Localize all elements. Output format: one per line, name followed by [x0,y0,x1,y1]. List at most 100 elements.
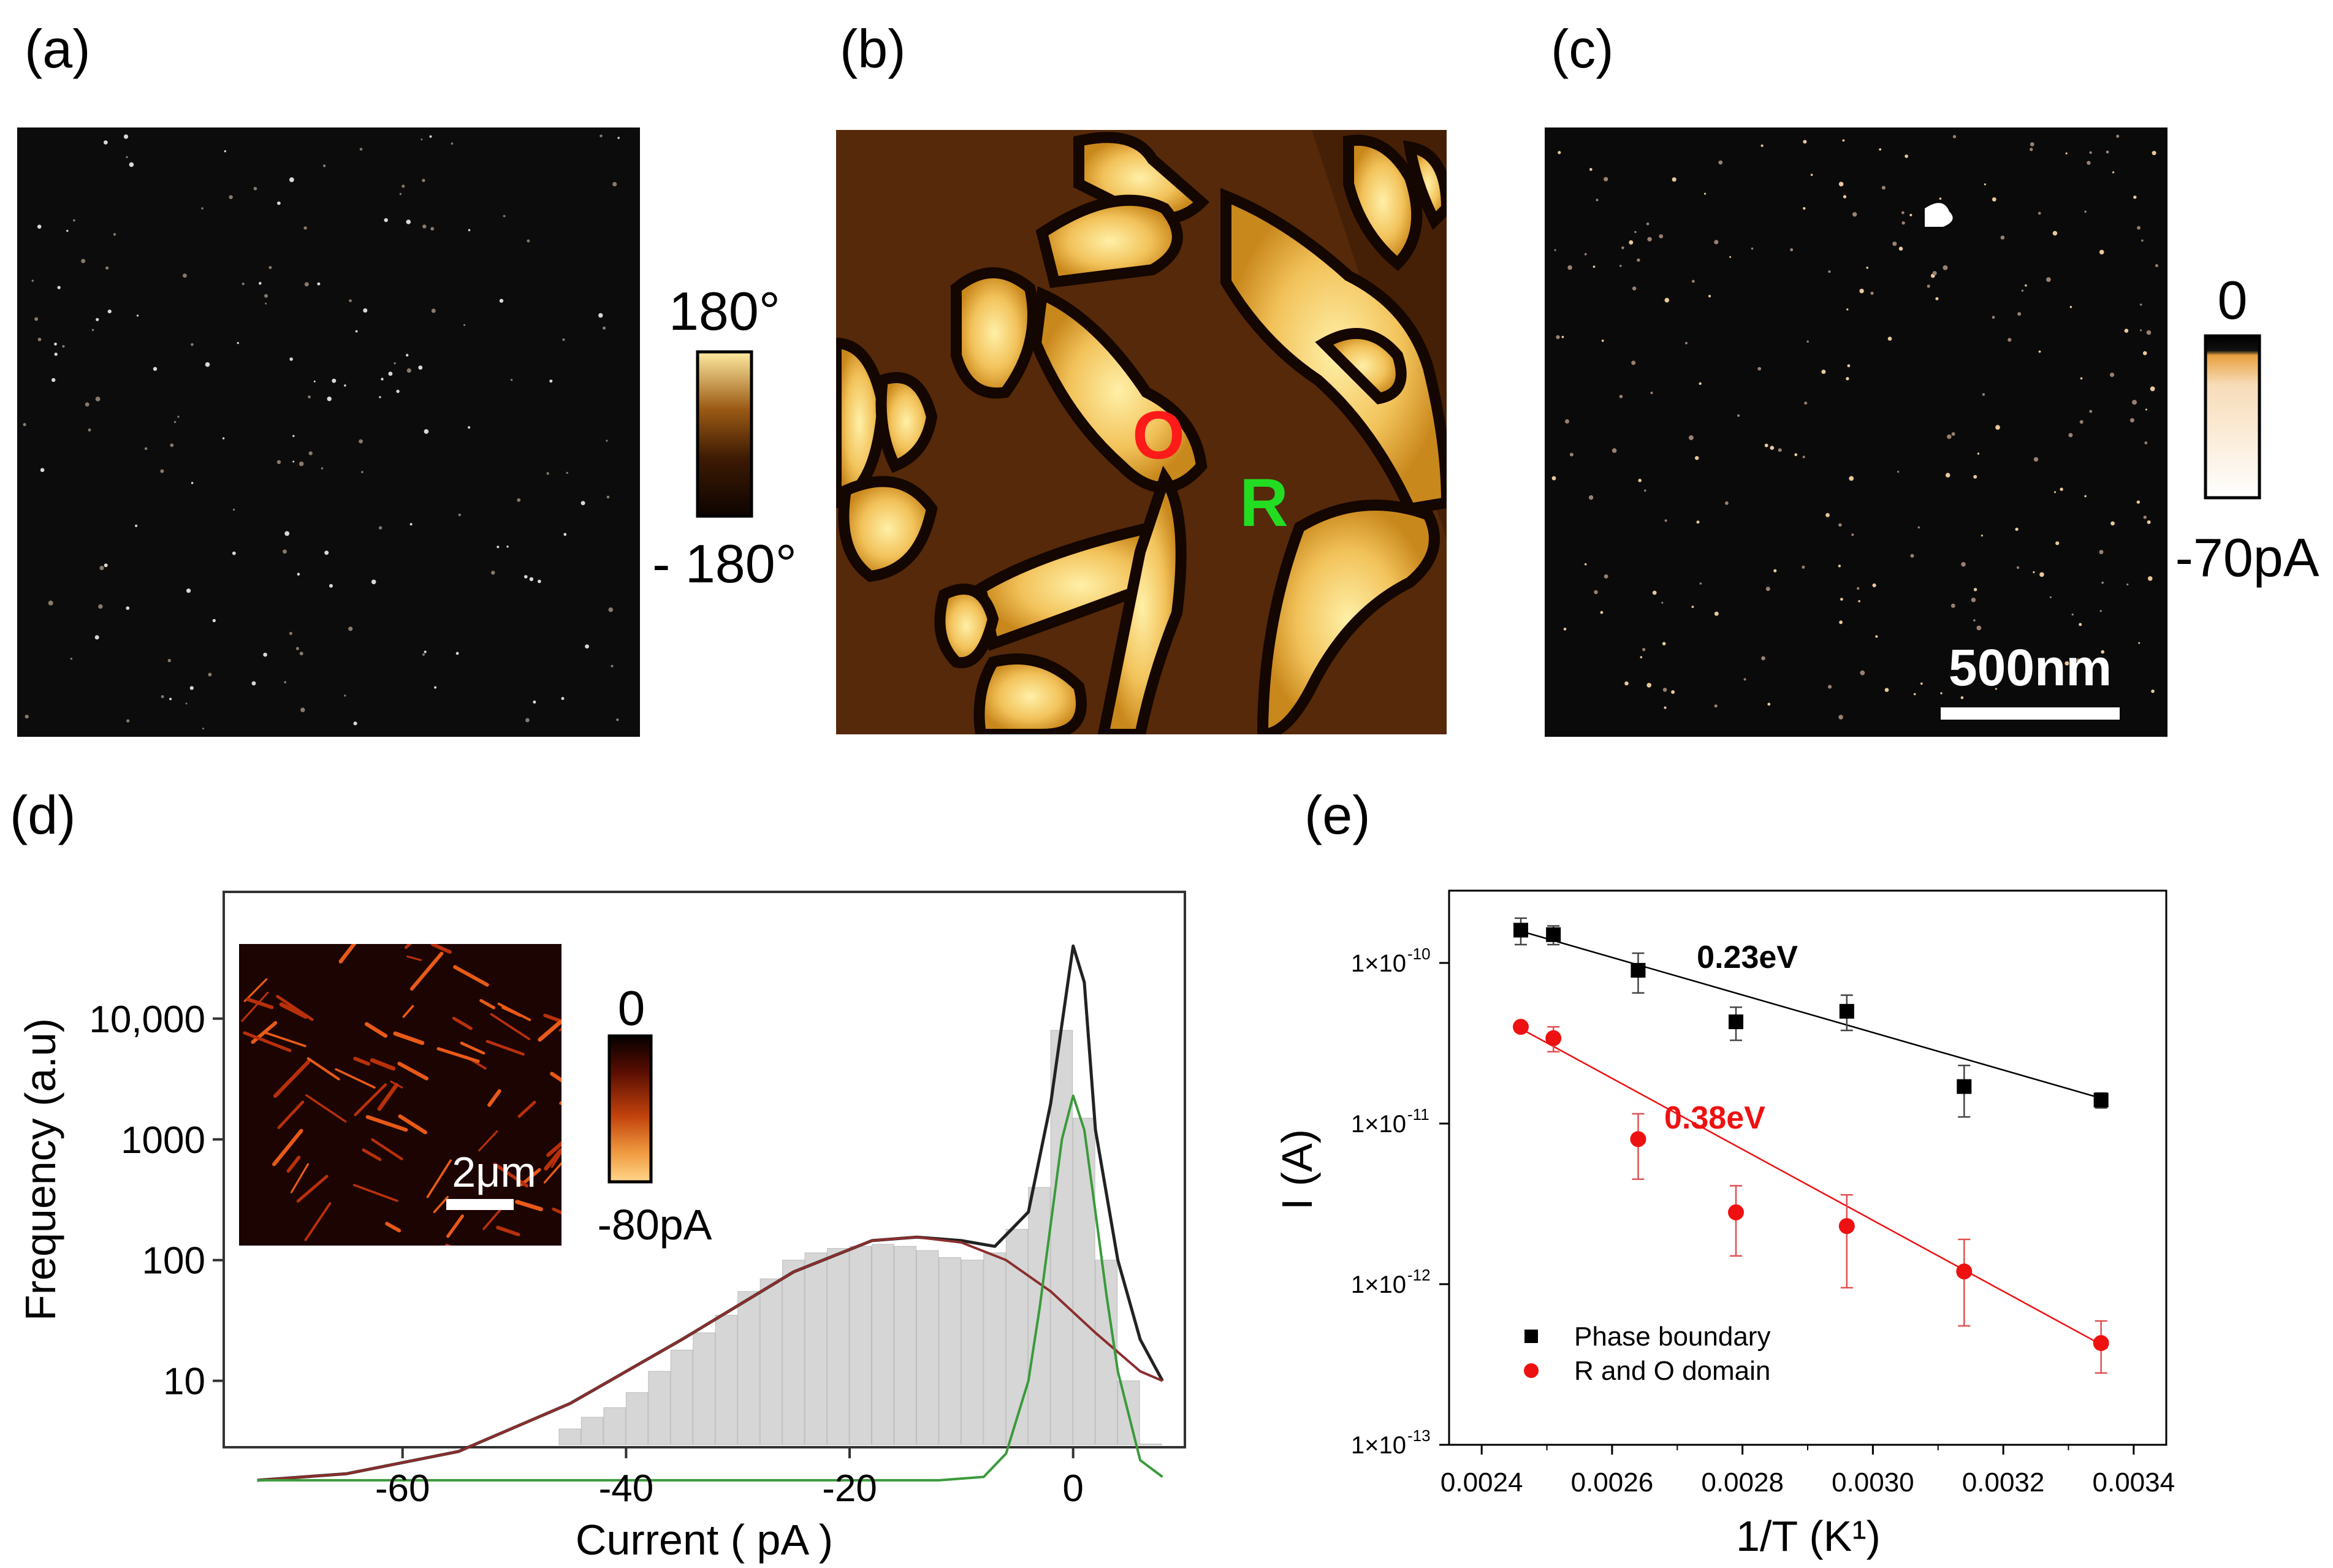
inset-streak [493,1162,529,1188]
speckle-dot [1884,688,1889,692]
panel-b-label: (b) [840,18,906,79]
speckle-dot [289,631,292,635]
speckle-dot [304,282,309,287]
speckle-dot [1806,340,1809,343]
data-point-square [1957,1079,1972,1094]
speckle-dot [2038,350,2041,353]
inset-streak [370,1058,396,1071]
fit-curve-broad-fit [257,1236,1163,1482]
speckle-dot [355,330,358,333]
activation-energy-label: 0.23eV [1697,940,1798,975]
speckle-dot [1803,140,1807,144]
y-tick-label: 100 [142,1240,205,1282]
speckle-dot [616,718,619,721]
speckle-dot [2140,329,2142,332]
speckle-dot [2015,527,2019,531]
inset-streak [241,991,269,1022]
inset-streak [452,1016,473,1030]
speckle-dot [1821,370,1826,374]
inset-streak [550,1071,561,1083]
speckle-dot [2089,409,2093,413]
speckle-dot [455,652,459,655]
speckle-dot [1593,265,1596,268]
speckle-dot [277,201,281,205]
speckle-dot [189,686,194,690]
histogram-bar [849,1246,872,1445]
inset-streak [305,1094,347,1123]
inset-streak [497,1002,531,1021]
speckle-dot [1604,574,1608,579]
data-point-square [1839,1003,1854,1019]
speckle-dot [91,329,94,332]
speckle-dot [232,508,235,511]
speckle-dot [497,546,500,549]
speckle-dot [388,371,393,376]
data-point-circle [1545,1030,1562,1046]
speckle-dot [1947,434,1952,440]
speckle-dot [169,698,172,701]
inset-streak [276,995,314,1021]
speckle-dot [1621,246,1624,249]
speckle-dot [1838,523,1842,527]
speckle-dot [2017,312,2022,316]
speckle-dot [1859,289,1864,294]
speckle-dot [2132,400,2137,405]
inset-streak [544,1148,561,1171]
speckle-dot [1589,168,1593,171]
speckle-dot [2033,571,2035,574]
speckle-dot [2141,239,2144,242]
histogram-bar [782,1260,805,1445]
speckle-dot [1551,476,1556,481]
speckle-dot [289,357,293,361]
speckle-dot [70,657,73,660]
speckle-dot [430,227,435,231]
speckle-dot [208,672,212,677]
speckle-dot [344,384,346,387]
speckle-dot [1650,391,1653,395]
speckle-dot [2065,152,2068,154]
speckle-dot [1887,337,1892,341]
speckle-dot [1852,212,1857,217]
inset-streak [377,1083,399,1111]
speckle-dot [2106,150,2109,154]
speckle-dot [1725,501,1729,505]
speckle-dot [1838,565,1841,568]
rhombohedral-label-r: R [1239,465,1288,541]
speckle-dot [2038,211,2041,215]
data-point-square [1546,927,1561,942]
phase-colorbar-min-label: - 180° [652,533,797,594]
speckle-dot [1995,425,2000,430]
speckle-dot [1840,598,1843,601]
inset-streak [290,1163,309,1193]
speckle-dot [1640,656,1643,658]
speckle-dot [2144,441,2148,444]
x-tick-label: 0.0032 [1962,1467,2045,1498]
speckle-dot [2021,289,2024,292]
speckle-dot [299,461,304,466]
speckle-dot [185,702,188,705]
speckle-dot [1849,476,1854,481]
speckle-dot [409,523,413,526]
histogram-bar [983,1252,1006,1445]
speckle-dot [1659,234,1664,238]
speckle-dot [2101,581,2104,584]
speckle-dot [1917,526,1920,529]
speckle-dot [2039,572,2044,577]
panel-e-label: (e) [1304,785,1371,845]
inset-colorbar-max-label: 0 [618,981,645,1035]
speckle-dot [611,664,614,668]
x-tick-label: -20 [822,1467,877,1510]
speckle-dot [2087,161,2091,165]
speckle-dot [379,396,381,398]
speckle-dot [1612,448,1617,453]
histogram-bar [1140,1444,1163,1445]
speckle-dot [1765,587,1770,592]
histogram-x-axis-label: Current ( pA ) [576,1516,833,1564]
data-point-square [1513,923,1528,938]
histogram-bar [961,1260,984,1445]
speckle-dot [113,233,116,236]
speckle-dot [2133,196,2137,199]
speckle-dot [606,495,610,499]
speckle-dot [1927,284,1930,288]
inset-streak [352,1184,398,1202]
